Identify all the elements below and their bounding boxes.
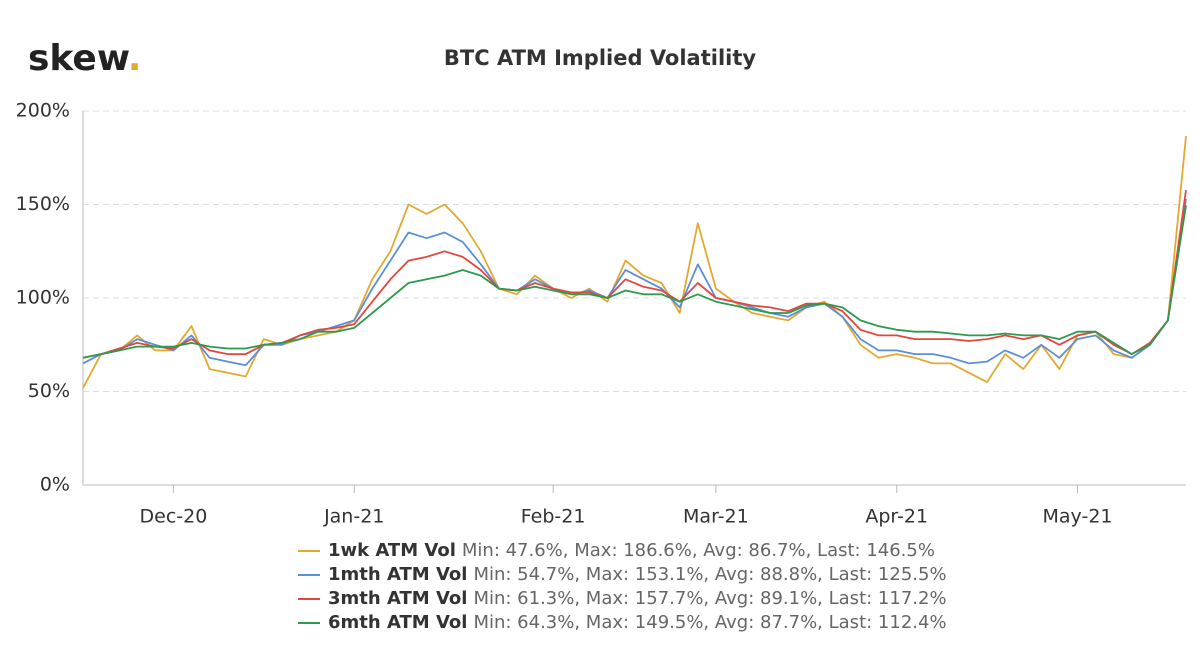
legend-name: 1mth ATM Vol	[328, 564, 467, 585]
legend-summary: Min: 54.7%, Max: 153.1%, Avg: 88.8%, Las…	[473, 564, 946, 585]
y-tick-label: 0%	[40, 474, 70, 496]
series-line	[82, 136, 1187, 389]
brand-logo: skew.	[28, 38, 141, 79]
x-tick-label: Jan-21	[323, 506, 384, 528]
x-tick-label: Mar-21	[683, 506, 749, 528]
x-tick-label: Feb-21	[521, 506, 586, 528]
legend-summary: Min: 64.3%, Max: 149.5%, Avg: 87.7%, Las…	[473, 612, 946, 633]
y-tick-label: 200%	[16, 100, 70, 122]
legend-name: 1wk ATM Vol	[328, 540, 456, 561]
y-tick-label: 150%	[16, 193, 70, 215]
y-tick-label: 50%	[28, 380, 70, 402]
legend-name: 6mth ATM Vol	[328, 612, 467, 633]
legend-name: 3mth ATM Vol	[328, 588, 467, 609]
y-tick-label: 100%	[16, 287, 70, 309]
x-tick-label: Dec-20	[140, 506, 208, 528]
x-tick-label: May-21	[1043, 506, 1113, 528]
legend-summary: Min: 47.6%, Max: 186.6%, Avg: 86.7%, Las…	[462, 540, 935, 561]
series-line	[82, 205, 1187, 359]
brand-dot: .	[128, 38, 142, 79]
chart-title: BTC ATM Implied Volatility	[444, 46, 756, 70]
x-tick-label: Apr-21	[865, 506, 928, 528]
brand-text: skew	[28, 38, 130, 79]
series-line	[82, 198, 1187, 367]
legend-summary: Min: 61.3%, Max: 157.7%, Avg: 89.1%, Las…	[473, 588, 946, 609]
